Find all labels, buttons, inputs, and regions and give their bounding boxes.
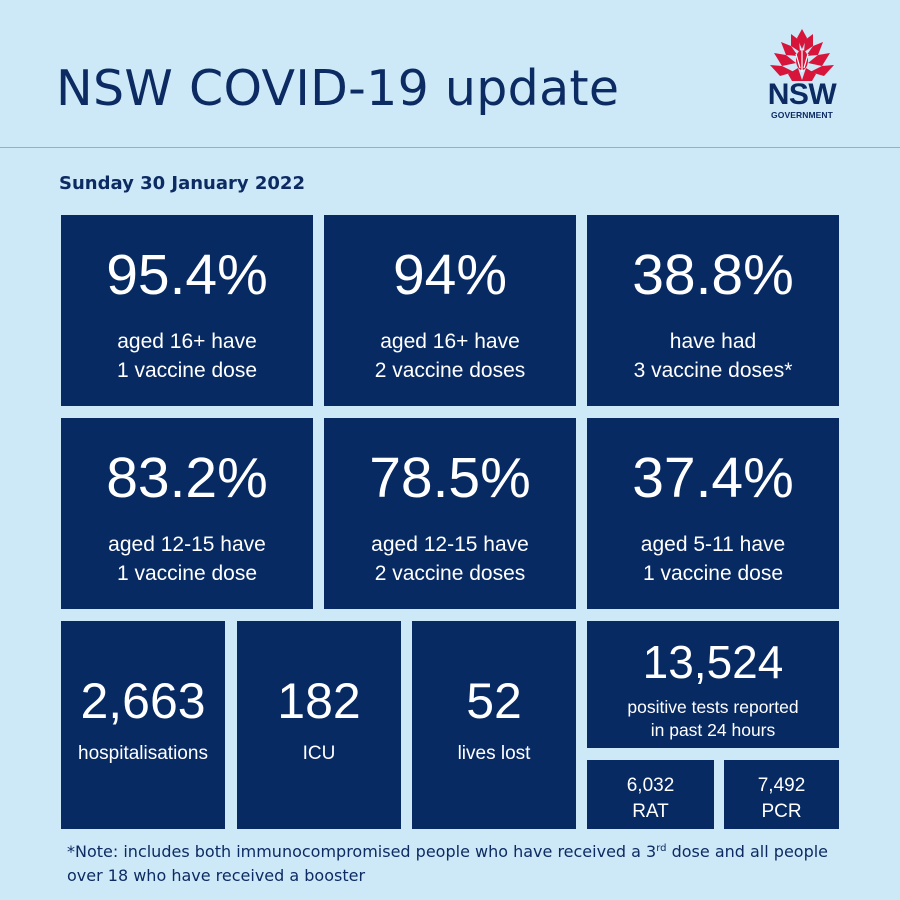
vaccination-description: aged 16+ have 2 vaccine doses: [374, 330, 526, 382]
icu-label: ICU: [302, 743, 336, 764]
vaccination-tile: 83.2% aged 12-15 have 1 vaccine dose: [61, 418, 313, 609]
header: NSW COVID-19 update NSW G: [0, 0, 900, 148]
footnote: *Note: includes both immunocompromised p…: [67, 842, 829, 885]
pcr-count: 7,492: [757, 775, 806, 796]
report-date: Sunday 30 January 2022: [59, 173, 305, 194]
vaccination-description: have had 3 vaccine doses*: [633, 330, 793, 382]
icu-tile: 182 ICU: [237, 621, 401, 829]
vaccination-tile: 95.4% aged 16+ have 1 vaccine dose: [61, 215, 313, 406]
vaccination-tile: 94% aged 16+ have 2 vaccine doses: [324, 215, 576, 406]
vaccination-percent: 94%: [392, 243, 508, 307]
vaccination-percent: 83.2%: [106, 446, 268, 510]
vaccination-tile: 37.4% aged 5-11 have 1 vaccine dose: [587, 418, 839, 609]
pcr-label: PCR: [761, 801, 802, 822]
vaccination-description: aged 12-15 have 2 vaccine doses: [371, 533, 529, 585]
positive-tests-count: 13,524: [642, 636, 784, 688]
rat-tile: 6,032 RAT: [587, 760, 714, 829]
icu-count: 182: [277, 673, 361, 729]
positive-tests-description: positive tests reported in past 24 hours: [627, 697, 799, 740]
vaccination-percent: 37.4%: [632, 446, 794, 510]
waratah-flower-icon: [770, 29, 834, 81]
vaccination-tile: 38.8% have had 3 vaccine doses*: [587, 215, 839, 406]
hospitalisations-tile: 2,663 hospitalisations: [61, 621, 225, 829]
nsw-government-logo: NSW GOVERNMENT: [760, 28, 844, 124]
vaccination-percent: 95.4%: [106, 243, 268, 307]
vaccination-tile: 78.5% aged 12-15 have 2 vaccine doses: [324, 418, 576, 609]
vaccination-percent: 38.8%: [632, 243, 794, 307]
rat-label: RAT: [632, 801, 669, 822]
positive-tests-tile: 13,524 positive tests reported in past 2…: [587, 621, 839, 748]
hospitalisations-count: 2,663: [80, 673, 206, 729]
vaccination-percent: 78.5%: [369, 446, 531, 510]
vaccination-description: aged 16+ have 1 vaccine dose: [116, 330, 258, 382]
pcr-tile: 7,492 PCR: [724, 760, 839, 829]
rat-count: 6,032: [626, 775, 675, 796]
logo-wordmark: NSW: [767, 78, 837, 111]
deaths-count: 52: [466, 673, 522, 729]
deaths-label: lives lost: [457, 743, 531, 764]
hospitalisations-label: hospitalisations: [78, 743, 208, 764]
vaccination-description: aged 5-11 have 1 vaccine dose: [640, 533, 786, 585]
vaccination-description: aged 12-15 have 1 vaccine dose: [108, 533, 266, 585]
logo-subtext: GOVERNMENT: [771, 110, 833, 120]
deaths-tile: 52 lives lost: [412, 621, 576, 829]
page-title: NSW COVID-19 update: [56, 60, 620, 117]
